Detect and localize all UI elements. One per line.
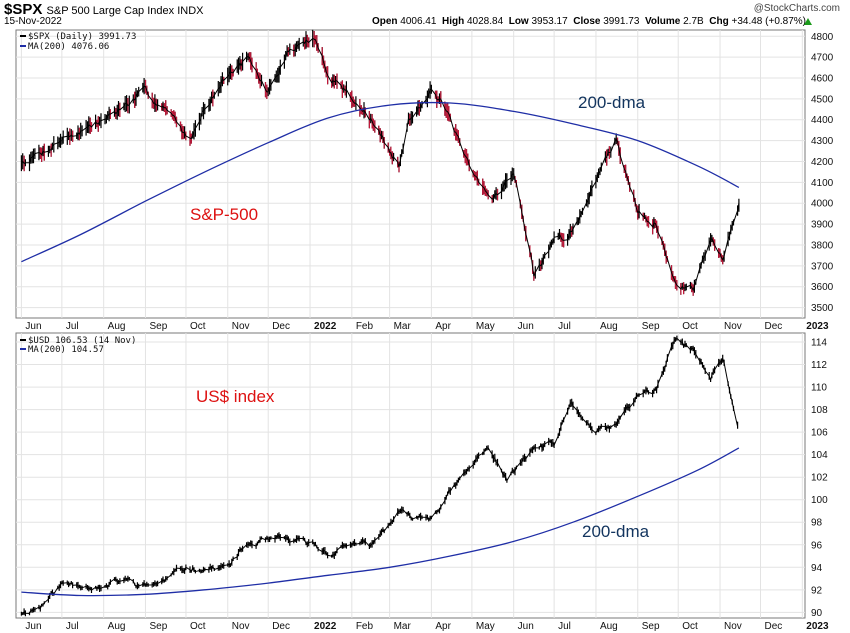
x-tick-label: Dec	[764, 321, 782, 332]
y-tick-label: 3800	[811, 240, 834, 251]
x-tick-label: Jul	[558, 621, 571, 632]
ma200-series-line	[21, 447, 740, 597]
y-tick-label: 98	[811, 518, 823, 529]
x-tick-label: 2022	[314, 321, 337, 332]
x-tick-label: Aug	[600, 621, 618, 632]
up-arrow-icon	[804, 18, 812, 25]
x-tick-label: 2023	[806, 321, 829, 332]
x-tick-label: Dec	[764, 621, 782, 632]
x-tick-label: Apr	[435, 621, 451, 632]
y-tick-label: 4300	[811, 136, 834, 147]
y-tick-label: 3600	[811, 282, 834, 293]
x-tick-label: Nov	[724, 621, 742, 632]
chart-header: $SPX S&P 500 Large Cap Index INDX 15-Nov…	[0, 0, 850, 30]
symbol-description: S&P 500 Large Cap Index INDX	[46, 5, 204, 17]
x-tick-label: Aug	[108, 621, 126, 632]
chart-annotation: S&P-500	[190, 205, 258, 224]
x-tick-label: May	[476, 321, 495, 332]
x-tick-label: Sep	[149, 321, 167, 332]
y-tick-label: 90	[811, 608, 823, 619]
chart-annotation: 200-dma	[578, 93, 646, 112]
y-tick-label: 4500	[811, 94, 834, 105]
x-tick-label: Nov	[232, 621, 250, 632]
y-tick-label: 104	[811, 450, 828, 461]
x-tick-label: Oct	[682, 321, 698, 332]
y-tick-label: 92	[811, 585, 823, 596]
y-tick-label: 3900	[811, 220, 834, 231]
legend-entry: $SPX (Daily) 3991.73	[28, 32, 136, 42]
y-tick-label: 106	[811, 428, 828, 439]
y-tick-label: 112	[811, 360, 827, 371]
x-tick-label: 2023	[806, 621, 829, 632]
legend-entry: MA(200) 4076.06	[28, 42, 109, 52]
y-tick-label: 4000	[811, 199, 834, 210]
x-tick-label: Jul	[66, 621, 79, 632]
x-tick-label: Aug	[600, 321, 618, 332]
brand-watermark: @StockCharts.com	[753, 3, 840, 14]
x-tick-label: Jul	[66, 321, 79, 332]
y-tick-label: 96	[811, 540, 823, 551]
plot-frame	[15, 29, 806, 319]
x-tick-label: May	[476, 621, 495, 632]
x-tick-label: 2022	[314, 621, 337, 632]
price-series-line	[21, 337, 739, 615]
ma200-series-line	[21, 101, 740, 263]
x-tick-label: Jun	[25, 621, 41, 632]
y-tick-label: 4100	[811, 178, 834, 189]
price-series-line	[20, 37, 740, 292]
x-tick-label: Aug	[108, 321, 126, 332]
y-tick-label: 4200	[811, 157, 834, 168]
y-tick-label: 114	[811, 338, 827, 349]
plot-frame	[15, 332, 806, 619]
chart-annotation: US$ index	[196, 387, 275, 406]
y-tick-label: 100	[811, 495, 828, 506]
x-tick-label: Dec	[272, 321, 290, 332]
x-tick-label: Sep	[642, 321, 660, 332]
x-tick-label: Sep	[149, 621, 167, 632]
x-tick-label: Feb	[356, 621, 374, 632]
legend-entry: MA(200) 104.57	[28, 345, 104, 355]
y-tick-label: 4800	[811, 32, 834, 43]
y-tick-label: 4400	[811, 115, 834, 126]
symbol-title: $SPX S&P 500 Large Cap Index INDX	[4, 1, 204, 18]
x-tick-label: Nov	[232, 321, 250, 332]
x-tick-label: Mar	[394, 321, 412, 332]
y-tick-label: 108	[811, 405, 828, 416]
y-tick-label: 3500	[811, 303, 834, 314]
chart-date: 15-Nov-2022	[4, 16, 62, 27]
x-tick-label: Oct	[682, 621, 698, 632]
ohlc-readout: Open 4006.41 High 4028.84 Low 3953.17 Cl…	[371, 16, 806, 27]
legend-entry: $USD 106.53 (14 Nov)	[28, 336, 136, 346]
y-tick-label: 4700	[811, 53, 834, 64]
y-tick-label: 110	[811, 383, 827, 394]
chart-panel-1: 3500 3600 3700 3800 3900 4000 4100 4200 4300 4400…	[15, 29, 834, 332]
x-tick-label: Sep	[642, 621, 660, 632]
x-tick-label: Mar	[394, 621, 412, 632]
x-tick-label: Nov	[724, 321, 742, 332]
x-tick-label: Apr	[435, 321, 451, 332]
x-tick-label: Dec	[272, 621, 290, 632]
y-tick-label: 4600	[811, 74, 834, 85]
chart-annotation: 200-dma	[582, 522, 650, 541]
chart-panel-2: 90 92 94 96 98 100 102 104 106 108 110 112 114 Jun Jul…	[15, 332, 829, 632]
y-tick-label: 102	[811, 473, 828, 484]
x-tick-label: Jul	[558, 321, 571, 332]
x-tick-label: Oct	[190, 621, 206, 632]
x-tick-label: Jun	[25, 321, 41, 332]
x-tick-label: Jun	[518, 321, 534, 332]
x-tick-label: Jun	[518, 621, 534, 632]
y-tick-label: 3700	[811, 261, 834, 272]
x-tick-label: Feb	[356, 321, 374, 332]
x-tick-label: Oct	[190, 321, 206, 332]
y-tick-label: 94	[811, 563, 823, 574]
